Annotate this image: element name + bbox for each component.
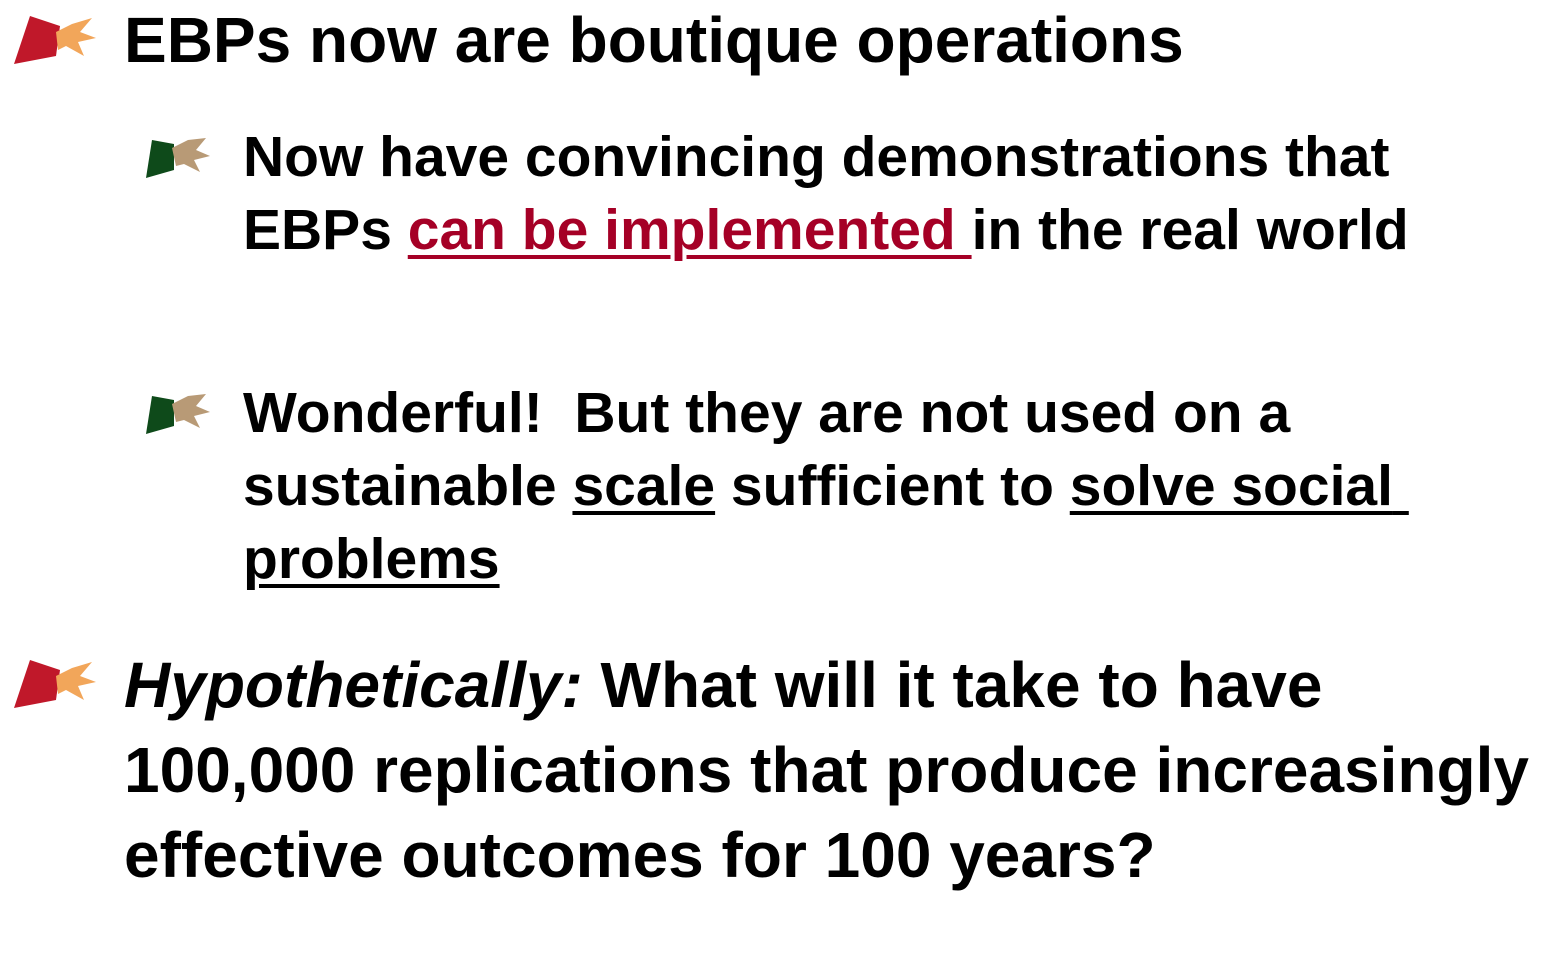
text-segment: Wonderful! But they are not used on a su… [243,381,1306,518]
text-segment: What will it take to have 100,000 replic… [124,649,1547,891]
text-segment: scale [572,454,716,518]
bullet-text: Hypothetically: What will it take to hav… [124,643,1544,898]
bullet-icon [146,394,210,434]
bullet-icon [146,138,210,178]
text-segment: in the real world [971,198,1409,262]
text-segment: Now have convincing demonstrations that … [243,125,1406,262]
sub-bullet-text: Now have convincing demonstrations that … [243,121,1543,267]
text-segment: Hypothetically: [124,649,583,721]
text-segment: can be implemented [407,198,972,262]
text-segment: EBPs now are boutique operations [124,4,1184,76]
bullet-icon [14,16,96,64]
sub-bullet-text: Wonderful! But they are not used on a su… [243,377,1543,596]
bullet-text: EBPs now are boutique operations [124,0,1544,83]
text-segment: solve social problems [243,454,1409,591]
text-segment: sufficient to [715,454,1070,518]
bullet-icon [14,660,96,708]
